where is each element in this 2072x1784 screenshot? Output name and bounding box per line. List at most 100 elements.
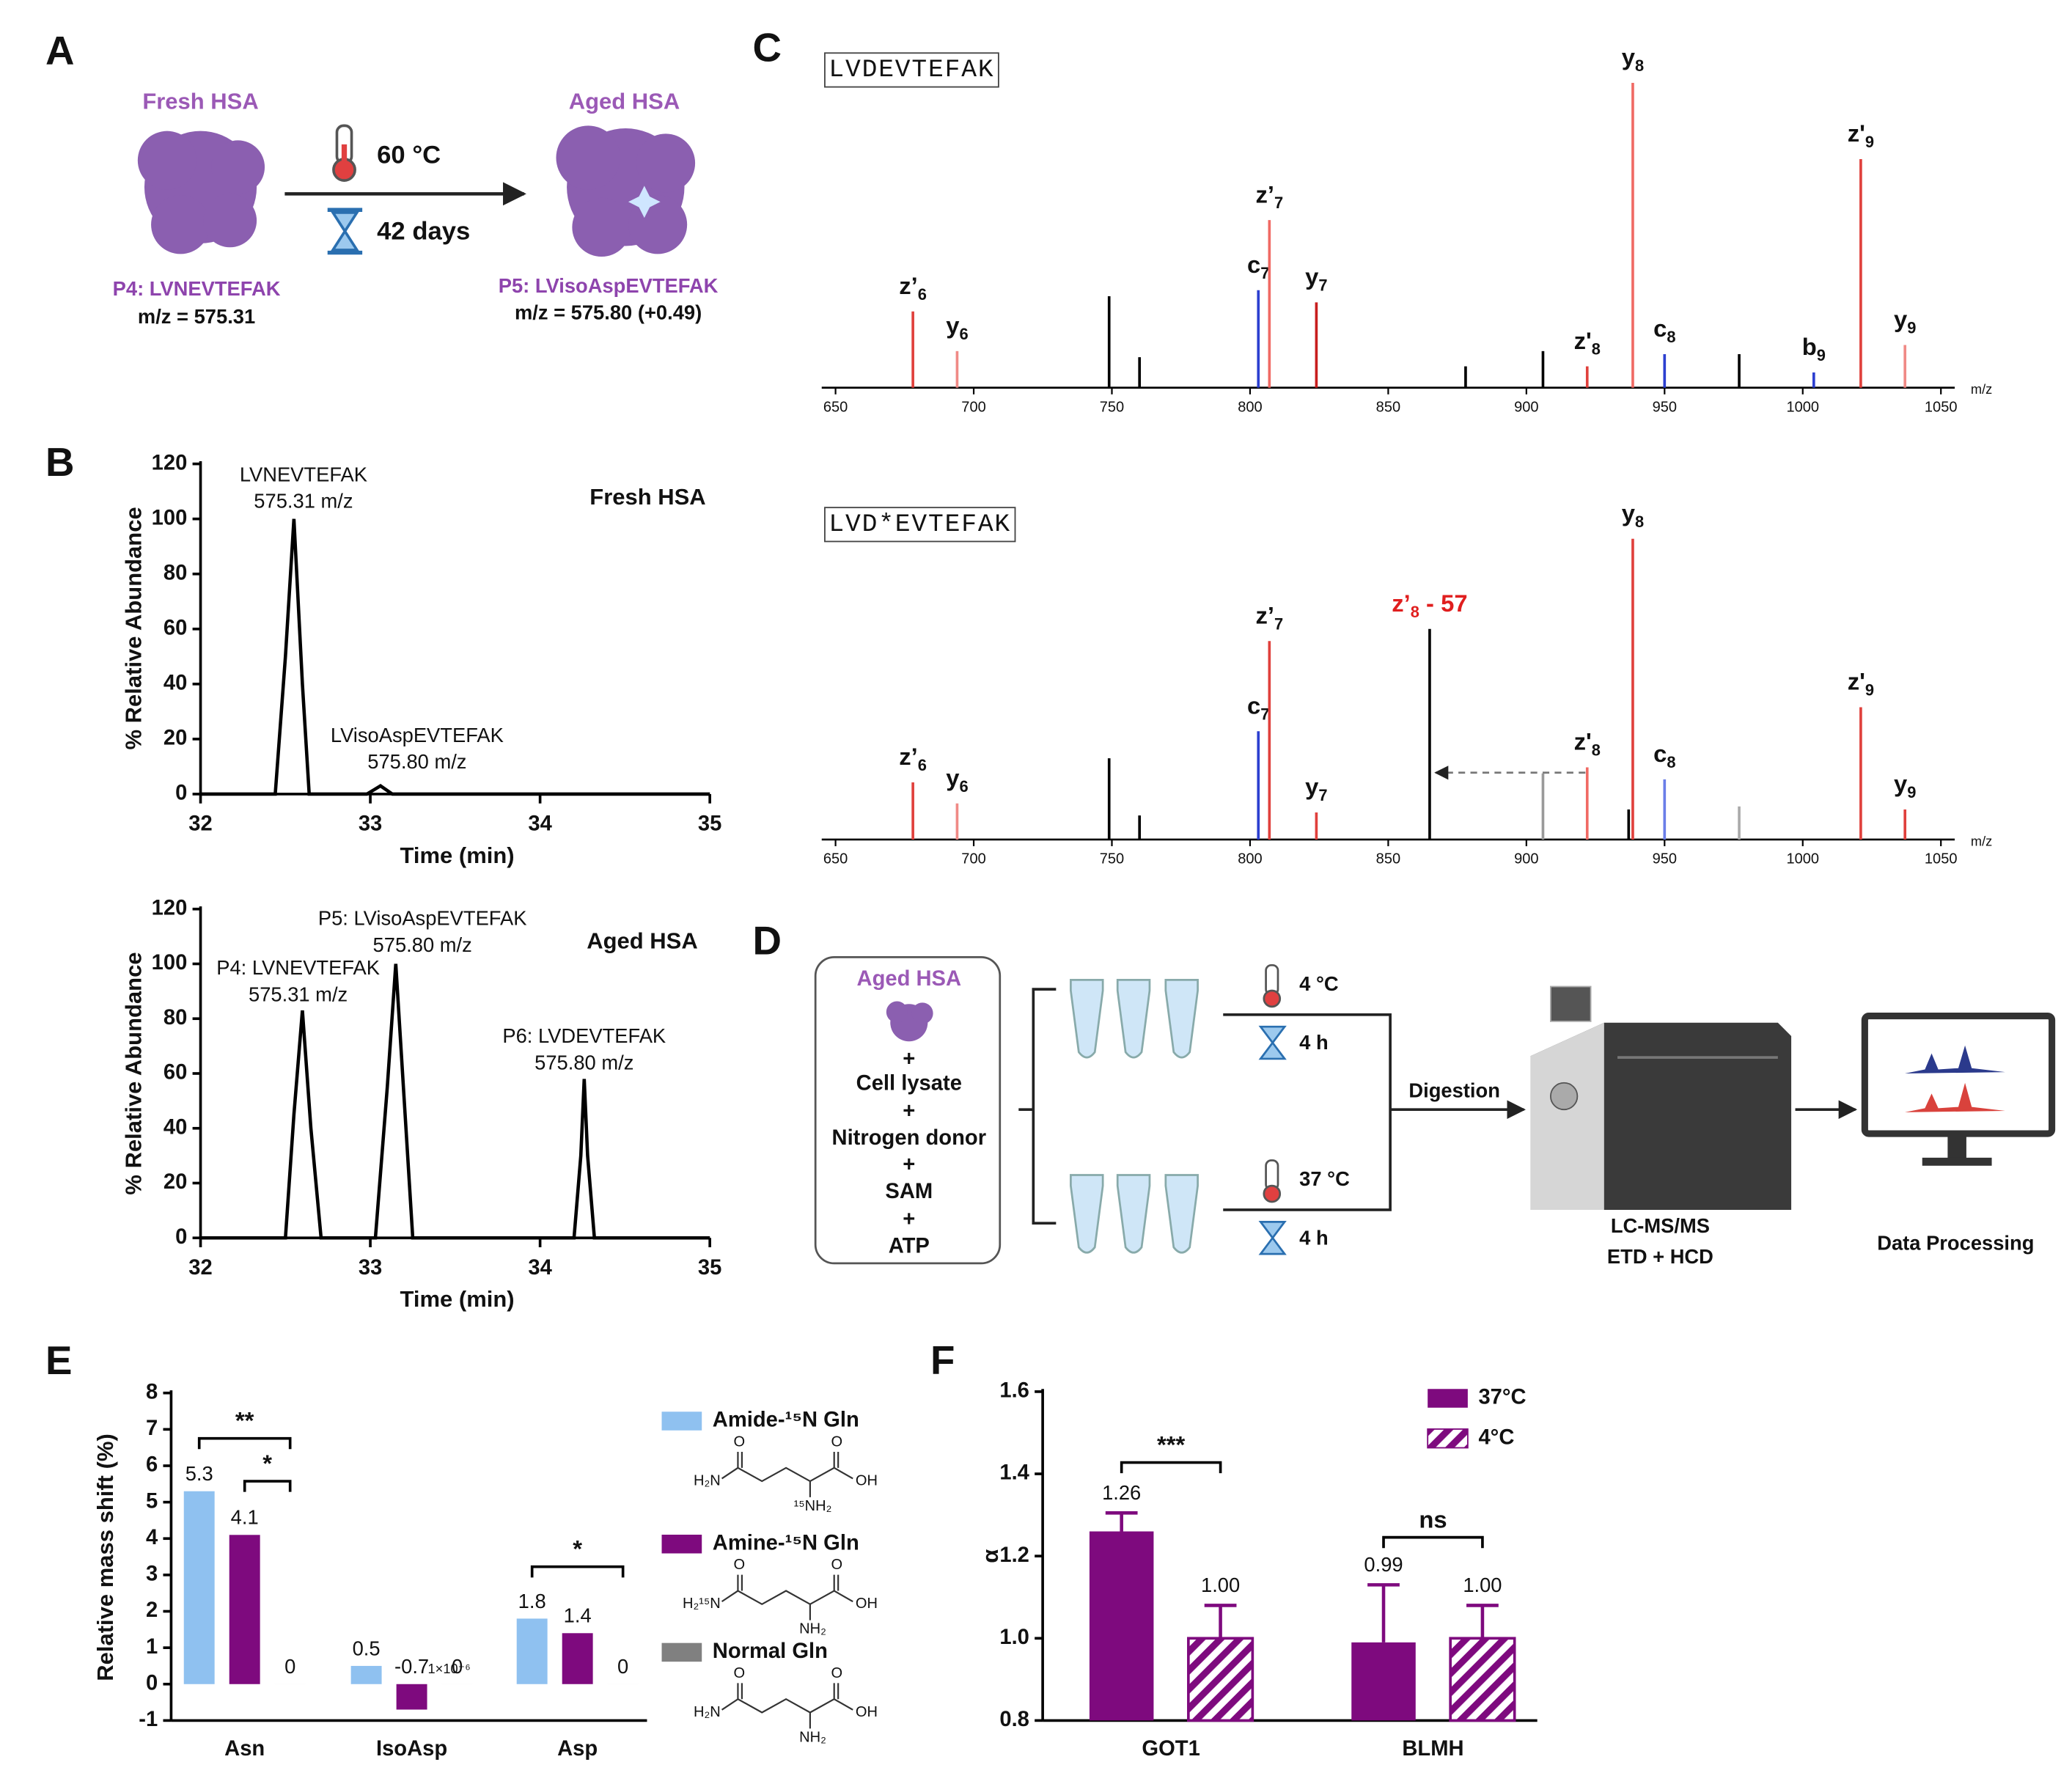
annotation: P5: LVisoAspEVTEFAK (318, 907, 527, 930)
peak-label: y9 (1894, 770, 1916, 801)
atom-label: ¹⁵NH₂ (794, 1498, 832, 1514)
legend-label: Normal Gln (713, 1640, 828, 1663)
x-axis-label: Time (min) (400, 843, 515, 868)
box (814, 956, 1002, 1265)
atom-label: OH (856, 1704, 878, 1720)
ion-index: 7 (1274, 614, 1283, 633)
ion-index: 9 (1817, 346, 1826, 364)
y-tick-label: 1 (146, 1635, 158, 1659)
tubes (1070, 979, 1199, 1254)
protein-aged (556, 125, 696, 257)
label: ATP (889, 1235, 930, 1258)
significance-bracket (1120, 1461, 1222, 1474)
ion: y (1894, 770, 1908, 797)
y-axis-label: % Relative Abundance (120, 507, 146, 749)
panel-label: F (930, 1337, 955, 1383)
ion: y (1622, 499, 1636, 526)
x-tick-label: 1050 (1925, 851, 1958, 867)
ion: c (1653, 740, 1667, 767)
ion-index: 7 (1318, 276, 1327, 294)
legend-label: 4°C (1478, 1425, 1514, 1449)
hourglass (327, 208, 363, 255)
y-tick-label: 40 (164, 672, 187, 695)
x-tick-label: 750 (1100, 399, 1124, 415)
y-tick-label: 6 (146, 1453, 158, 1477)
value-label: 0 (617, 1655, 628, 1678)
ion: c (1247, 251, 1260, 278)
legend-swatch (1428, 1389, 1468, 1408)
ion-index: 6 (959, 777, 968, 796)
atom-label: OH (856, 1596, 878, 1612)
x-tick-label: 700 (961, 399, 985, 415)
structure: O O H₂N OH NH₂ (694, 1665, 878, 1746)
structure: O O H₂N OH ¹⁵NH₂ (694, 1434, 878, 1514)
peak-label: y9 (1894, 305, 1916, 337)
ion: z' (1574, 326, 1592, 353)
label: m/z = 575.80 (+0.49) (515, 301, 702, 324)
x-tick-label: 900 (1514, 399, 1538, 415)
peak-label: z'9 (1848, 667, 1874, 699)
ion: c (1653, 315, 1667, 342)
protein-fresh (137, 131, 265, 254)
label: Nitrogen donor (832, 1126, 987, 1150)
label: 4 °C (1299, 972, 1338, 995)
peak-label: z’7 (1255, 601, 1283, 633)
y-tick-label: 60 (164, 1061, 187, 1084)
ion: z' (1574, 727, 1592, 755)
panel-label: E (45, 1337, 72, 1383)
annotation: P6: LVDEVTEFAK (502, 1024, 666, 1047)
significance-bracket (243, 1480, 292, 1492)
bar (350, 1665, 382, 1684)
y-tick-label: 60 (164, 616, 187, 639)
bonds (721, 1451, 853, 1497)
x-tick-label: BLMH (1402, 1737, 1463, 1761)
instrument (1530, 985, 1792, 1210)
value-label: 0.5 (353, 1637, 381, 1659)
label: ETD + HCD (1607, 1245, 1713, 1268)
label: + (903, 1047, 915, 1071)
atom-label: O (831, 1434, 843, 1450)
x-tick-label: 1050 (1925, 399, 1958, 415)
x-axis-label: m/z (1971, 833, 1992, 848)
y-tick-label: -1 (139, 1708, 158, 1731)
x-tick-label: 34 (528, 812, 552, 836)
x-tick-label: 850 (1376, 399, 1400, 415)
ion: z' (1848, 667, 1865, 694)
bar (562, 1633, 593, 1684)
significance: ns (1419, 1505, 1447, 1532)
x-tick-label: Asp (557, 1737, 598, 1761)
label: Data Processing (1877, 1232, 2034, 1255)
panel-label: C (752, 25, 782, 70)
y-tick-label: 0 (175, 782, 187, 805)
peak-label: b9 (1802, 333, 1826, 364)
sequence-frame (824, 507, 1016, 543)
significance: ** (235, 1407, 254, 1434)
x-tick-label: 650 (823, 851, 848, 867)
ion-index: 9 (1907, 318, 1916, 337)
legend-label: Amine-¹⁵N Gln (713, 1531, 859, 1554)
x-axis-label: Time (min) (400, 1286, 515, 1312)
bar (1449, 1637, 1516, 1722)
protein (886, 1001, 933, 1042)
ion-index: 9 (1865, 680, 1874, 699)
legend-swatch (661, 1534, 702, 1554)
panel-d: Aged HSA + Cell lysate + Nitrogen donor … (814, 956, 2056, 1268)
panel-a: Fresh HSA Aged HSA 60 °C 42 days P4: LVN… (113, 89, 719, 328)
x-tick-label: 1000 (1786, 851, 1819, 867)
y-tick-label: 0 (175, 1225, 187, 1249)
ion: z' (1848, 120, 1865, 147)
legend-swatch (661, 1412, 702, 1431)
ion: y (1305, 263, 1319, 290)
significance-bracket (1382, 1535, 1484, 1549)
label: Fresh HSA (142, 89, 258, 114)
sequence-frame (824, 52, 999, 88)
annotation: 575.80 m/z (534, 1051, 633, 1073)
monitor (1861, 1013, 2056, 1166)
y-tick-label: 8 (146, 1380, 158, 1403)
value-label: 0.99 (1364, 1553, 1403, 1576)
x-tick-label: 950 (1653, 399, 1677, 415)
value-label: 1.8 (518, 1590, 546, 1612)
chart-title: Aged HSA (587, 928, 698, 954)
trace (200, 518, 710, 796)
